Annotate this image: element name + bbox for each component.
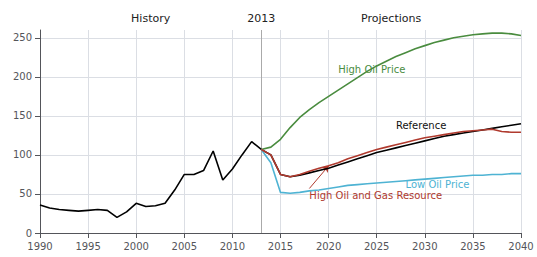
svg-text:100: 100 — [13, 149, 32, 160]
svg-text:250: 250 — [13, 32, 32, 43]
svg-text:2020: 2020 — [316, 241, 341, 252]
svg-text:2013: 2013 — [247, 12, 275, 25]
svg-text:200: 200 — [13, 71, 32, 82]
svg-text:2035: 2035 — [460, 241, 485, 252]
svg-text:Projections: Projections — [361, 12, 421, 25]
svg-text:2010: 2010 — [220, 241, 245, 252]
svg-text:High Oil and Gas Resource: High Oil and Gas Resource — [309, 190, 442, 201]
svg-text:0: 0 — [26, 228, 32, 239]
svg-text:2000: 2000 — [123, 241, 148, 252]
svg-text:50: 50 — [19, 188, 32, 199]
svg-text:2025: 2025 — [364, 241, 389, 252]
svg-text:Low Oil Price: Low Oil Price — [406, 179, 470, 190]
svg-text:2040: 2040 — [508, 241, 533, 252]
svg-text:Reference: Reference — [396, 120, 446, 131]
svg-text:150: 150 — [13, 110, 32, 121]
svg-text:High Oil Price: High Oil Price — [338, 63, 406, 75]
svg-text:2005: 2005 — [172, 241, 197, 252]
svg-text:1995: 1995 — [75, 241, 100, 252]
svg-text:History: History — [131, 12, 171, 25]
svg-text:1990: 1990 — [27, 241, 52, 252]
svg-text:2030: 2030 — [412, 241, 437, 252]
svg-text:2015: 2015 — [268, 241, 293, 252]
